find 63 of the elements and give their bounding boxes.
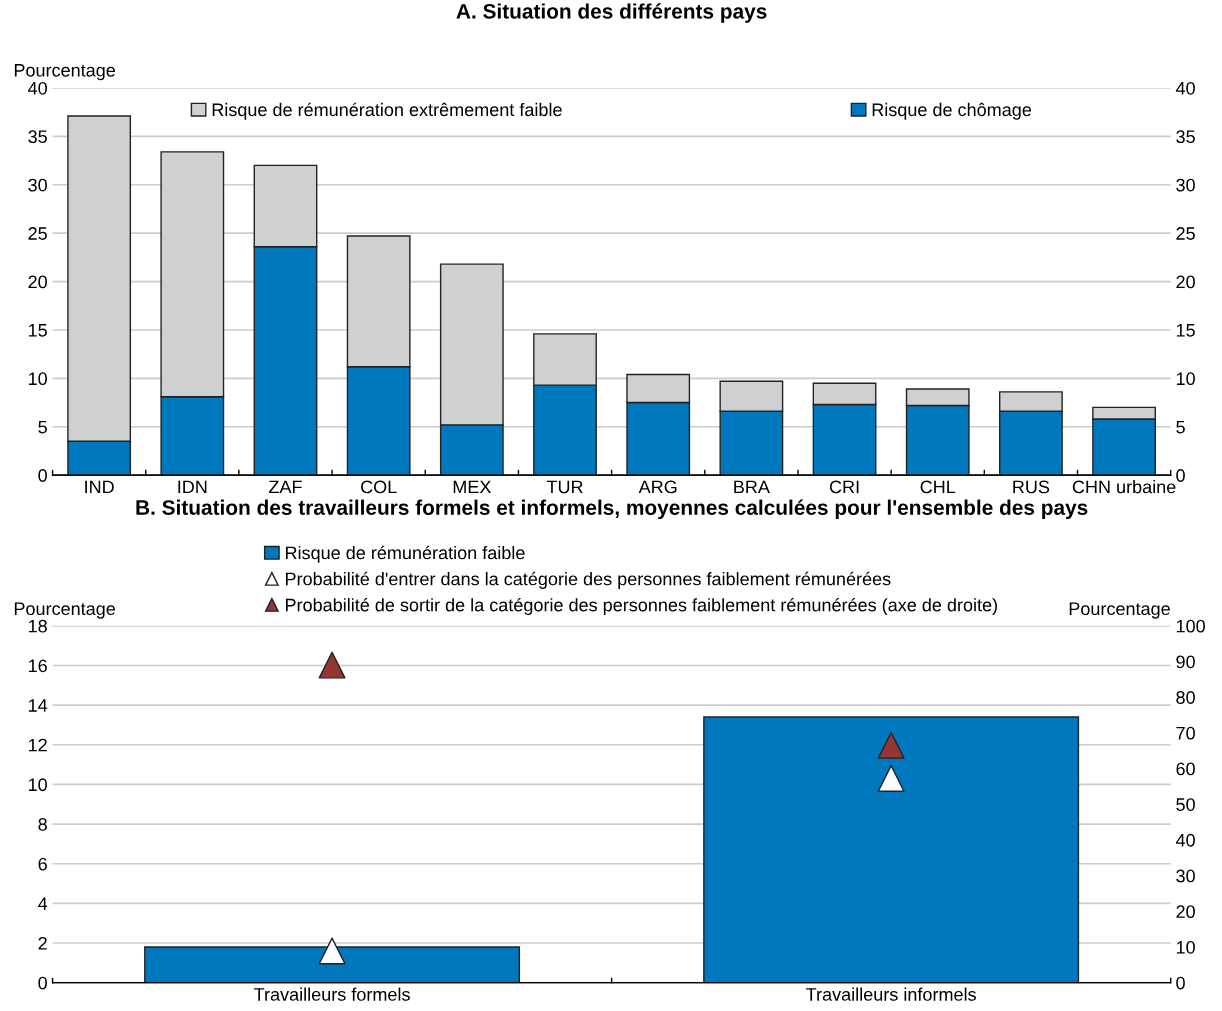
x-tick-label: MEX	[453, 480, 492, 494]
y2-tick-label: 0	[1176, 976, 1185, 990]
y-tick-label: 15	[28, 324, 47, 337]
chart-title: A. Situation des différents pays	[456, 3, 767, 23]
legend-label: Risque de rémunération faible	[285, 545, 525, 563]
chart-title: B. Situation des travailleurs formels et informels, moyennes calculées pour l'ensemble des pays	[136, 499, 1088, 520]
x-tick-label: CRI	[829, 480, 859, 494]
x-tick-label: IDN	[178, 480, 207, 494]
legend-label: Risque de chômage	[872, 102, 1032, 120]
y-tick-label: 5	[38, 420, 47, 434]
y2-tick-label: 40	[1175, 81, 1195, 95]
x-tick-label: COL	[361, 480, 397, 494]
y2-tick-label: 20	[1176, 275, 1195, 289]
y2-tick-label: 30	[1176, 869, 1195, 883]
y2-tick-label: 5	[1176, 420, 1185, 434]
y2-tick-label: 25	[1176, 227, 1195, 240]
x-tick-label: CHN urbaine	[1072, 480, 1176, 494]
x-tick-label: TUR	[546, 480, 583, 494]
y-tick-label: 40	[28, 81, 47, 95]
y-tick-label: 8	[38, 818, 47, 831]
x-tick-label: RUS	[1013, 480, 1050, 494]
x-tick-label: Travailleurs formels	[254, 987, 410, 1001]
y-tick-label: 18	[28, 619, 47, 633]
y-tick-label: 10	[28, 372, 47, 386]
y-tick-label: 12	[28, 738, 47, 752]
y2-axis-title: Pourcentage	[1069, 602, 1170, 619]
y-tick-label: 6	[38, 857, 47, 871]
y2-tick-label: 70	[1176, 726, 1195, 740]
y2-tick-label: 0	[1176, 469, 1185, 482]
legend-label: Probabilité d'entrer dans la catégorie des personnes faiblement rémunérées	[285, 571, 891, 589]
y2-tick-label: 50	[1176, 798, 1195, 811]
y-tick-label: 0	[38, 469, 47, 482]
y2-tick-label: 100	[1176, 619, 1205, 633]
y2-tick-label: 35	[1176, 130, 1195, 144]
y-tick-label: 14	[28, 699, 48, 712]
y2-tick-label: 60	[1176, 762, 1195, 776]
x-tick-label: CHL	[920, 480, 956, 494]
x-tick-label: BRA	[734, 480, 770, 494]
y-axis-title: Pourcentage	[14, 602, 115, 619]
y-tick-label: 2	[38, 936, 47, 950]
y2-tick-label: 90	[1176, 655, 1195, 669]
y-tick-label: 20	[28, 275, 47, 289]
x-tick-label: ARG	[638, 480, 677, 494]
y2-tick-label: 10	[1176, 372, 1195, 386]
y-tick-label: 0	[38, 976, 47, 990]
y2-tick-label: 80	[1176, 691, 1195, 704]
y2-tick-label: 20	[1176, 905, 1195, 919]
y-axis-title: Pourcentage	[14, 64, 115, 81]
y2-tick-label: 10	[1176, 940, 1195, 954]
y-tick-label: 35	[28, 130, 47, 144]
y-tick-label: 4	[38, 897, 48, 910]
y-tick-label: 25	[28, 227, 47, 240]
y-tick-label: 16	[28, 659, 47, 673]
x-tick-label: ZAF	[269, 480, 302, 494]
y-tick-label: 30	[28, 178, 47, 192]
x-tick-label: Travailleurs informels	[806, 987, 976, 1001]
y-tick-label: 10	[28, 778, 47, 792]
x-tick-label: IND	[85, 480, 114, 494]
y2-tick-label: 15	[1176, 324, 1195, 337]
legend-label: Probabilité de sortir de la catégorie des personnes faiblement rémunérées (axe de droite)	[285, 597, 997, 615]
legend-label: Risque de rémunération extrêmement faible	[212, 102, 562, 120]
y2-tick-label: 40	[1175, 833, 1195, 847]
y2-tick-label: 30	[1176, 178, 1195, 192]
